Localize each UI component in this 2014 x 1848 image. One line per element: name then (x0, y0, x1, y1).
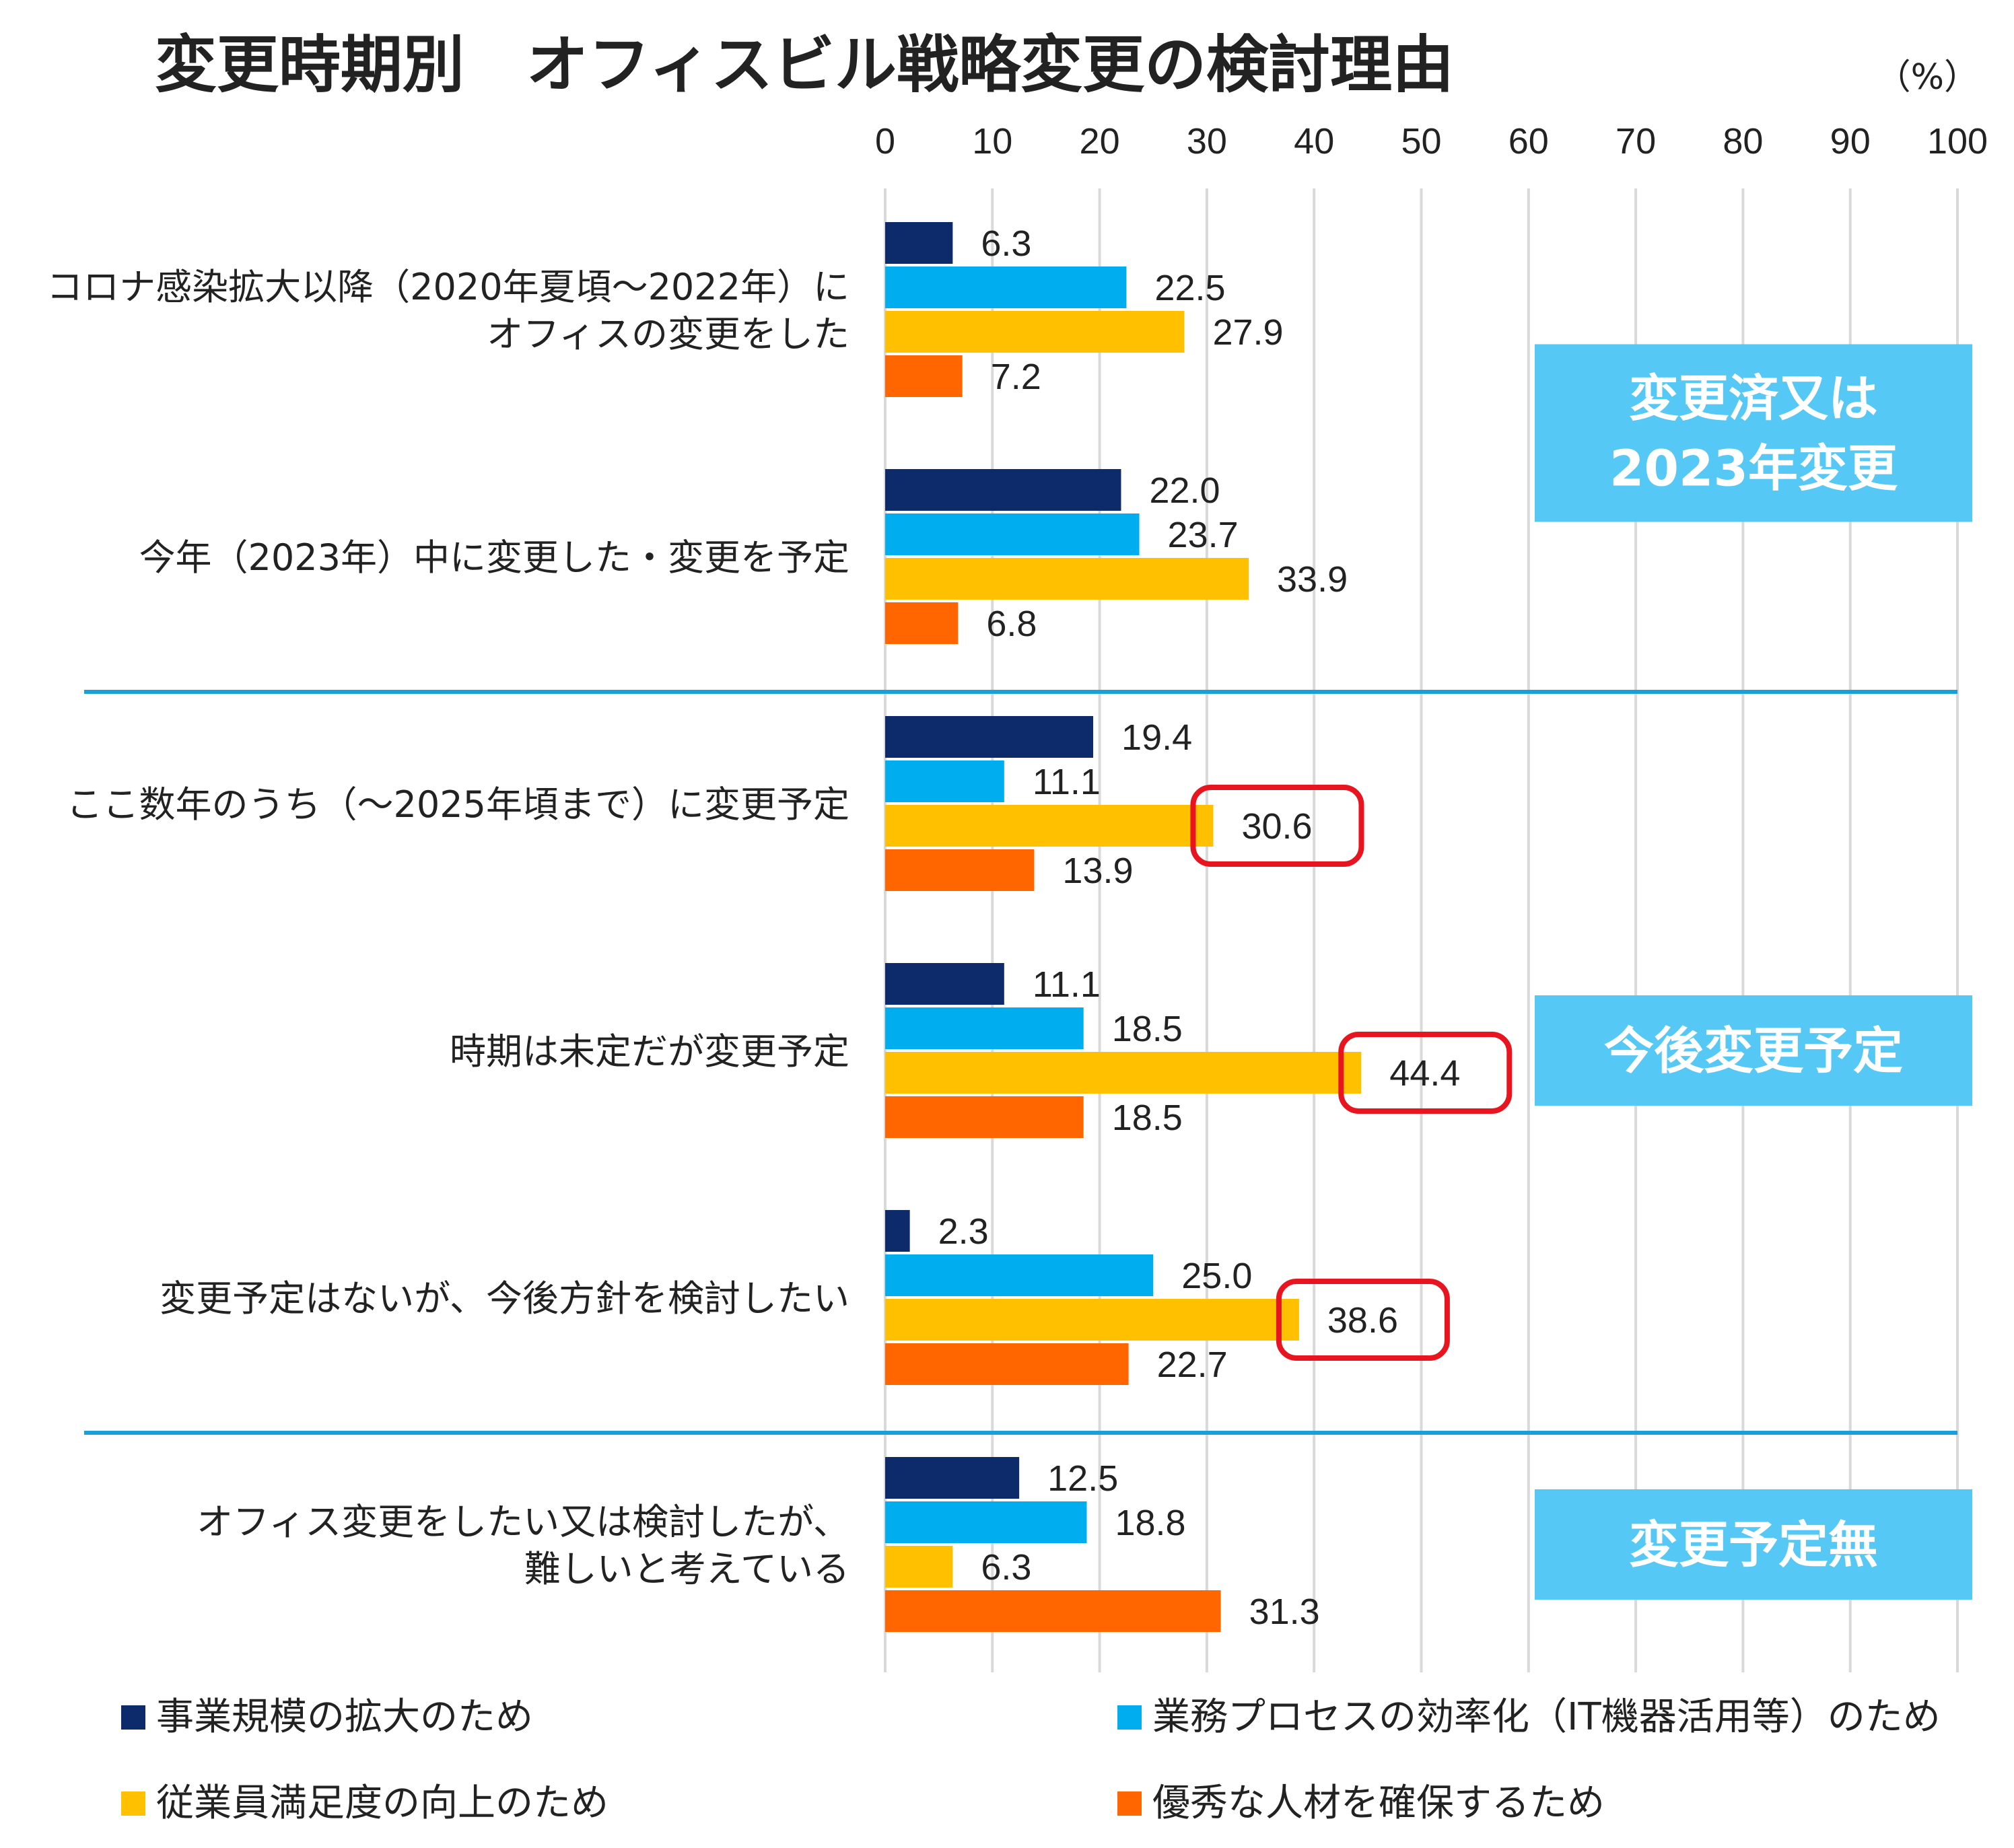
data-label: 44.4 (1389, 1053, 1460, 1094)
data-label: 11.1 (1033, 762, 1101, 802)
x-tick-label: 40 (1294, 121, 1334, 162)
bar (885, 558, 1249, 600)
data-label: 33.9 (1277, 559, 1348, 600)
bar (885, 849, 1035, 891)
x-tick-label: 10 (972, 121, 1012, 162)
category-label: ここ数年のうち（～2025年頃まで）に変更予定 (67, 783, 849, 826)
legend-swatch (1117, 1705, 1142, 1730)
legend-swatch (1117, 1791, 1142, 1816)
data-label: 11.1 (1033, 964, 1101, 1005)
data-label: 2.3 (938, 1211, 989, 1252)
category-label: 難しいと考えている (524, 1548, 849, 1590)
bar (885, 1007, 1084, 1049)
group-separators (84, 690, 1957, 1435)
x-tick-label: 60 (1508, 121, 1549, 162)
group-box-label: 2023年変更 (1609, 440, 1898, 498)
data-label: 31.3 (1249, 1592, 1320, 1632)
category-label: オフィス変更をしたい又は検討したが、 (197, 1501, 849, 1543)
group-box-label: 今後変更予定 (1604, 1022, 1903, 1080)
group-box (1535, 344, 1972, 522)
data-label: 13.9 (1062, 851, 1133, 891)
data-label: 6.8 (986, 604, 1037, 644)
data-label: 6.3 (981, 223, 1031, 264)
bar (885, 760, 1004, 802)
bar (885, 1457, 1020, 1499)
data-label: 27.9 (1212, 312, 1283, 353)
data-label: 18.5 (1112, 1098, 1183, 1138)
group-box-label: 変更予定無 (1629, 1516, 1878, 1574)
group-box (1535, 995, 1972, 1106)
x-tick-label: 80 (1723, 121, 1763, 162)
data-label: 22.5 (1154, 268, 1225, 308)
bar (885, 311, 1185, 353)
data-label: 7.2 (991, 357, 1041, 397)
value-labels: 6.3 22.527.9 7.2 22.023.7 33.9 6.8 19.4 11.1 30.… (938, 223, 1461, 1632)
bars (885, 222, 1362, 1632)
highlight-box (1338, 1032, 1513, 1114)
legend-label: 従業員満足度の向上のため (156, 1781, 609, 1825)
highlight-box (1190, 785, 1364, 867)
category-label: オフィスの変更をした (487, 313, 849, 355)
bar (885, 1299, 1299, 1341)
bar (885, 1343, 1129, 1385)
bar (885, 222, 953, 264)
category-labels: コロナ感染拡大以降（2020年夏頃～2022年）にオフィスの変更をした今年（20… (46, 266, 849, 1590)
unit-label: （%） (1876, 57, 1979, 98)
data-label: 18.8 (1115, 1503, 1185, 1543)
data-label: 25.0 (1181, 1256, 1252, 1296)
data-label: 30.6 (1241, 806, 1312, 847)
x-tick-label: 100 (1927, 121, 1988, 162)
legend-swatch (121, 1791, 145, 1816)
bar (885, 1501, 1087, 1543)
legend: 事業規模の拡大のため 業務プロセスの効率化（IT機器活用等）のため従業員満足度の向… (121, 1695, 1941, 1825)
bar (885, 1096, 1084, 1138)
bar (885, 805, 1214, 847)
x-tick-label: 50 (1401, 121, 1441, 162)
group-box-label: 変更済又は (1629, 370, 1878, 428)
x-tick-label: 0 (875, 121, 895, 162)
bar (885, 1590, 1221, 1632)
bar (885, 1052, 1362, 1094)
bar (885, 1210, 910, 1252)
bar (885, 469, 1121, 511)
x-axis-ticks: 0 10 20 30 40 50 60 70 80 90 100 (875, 121, 1988, 162)
x-tick-label: 30 (1187, 121, 1227, 162)
bar (885, 1254, 1154, 1296)
bar (885, 602, 959, 644)
data-label: 6.3 (981, 1547, 1031, 1588)
legend-label: 優秀な人材を確保するため (1152, 1781, 1605, 1825)
group-box (1535, 1489, 1972, 1600)
data-label: 22.7 (1157, 1345, 1228, 1385)
bar (885, 1546, 953, 1588)
data-label: 18.5 (1112, 1009, 1183, 1049)
highlight-box (1276, 1279, 1450, 1361)
x-tick-label: 20 (1080, 121, 1120, 162)
category-label: 変更予定はないが、今後方針を検討したい (160, 1277, 849, 1320)
bar (885, 513, 1140, 555)
bar (885, 963, 1004, 1005)
category-label: コロナ感染拡大以降（2020年夏頃～2022年）に (46, 266, 849, 308)
data-label: 38.6 (1327, 1300, 1398, 1341)
data-label: 12.5 (1047, 1458, 1118, 1499)
bar (885, 266, 1127, 308)
x-tick-label: 70 (1616, 121, 1656, 162)
bar (885, 716, 1094, 758)
category-label: 時期は未定だが変更予定 (450, 1030, 849, 1073)
data-label: 19.4 (1121, 717, 1192, 758)
category-label: 今年（2023年）中に変更した・変更を予定 (139, 536, 849, 579)
legend-label: 事業規模の拡大のため (156, 1695, 533, 1739)
bar (885, 355, 963, 397)
highlight-boxes (1190, 785, 1513, 1361)
chart-title: 変更時期別 オフィスビル戦略変更の検討理由 (155, 29, 1454, 101)
x-tick-label: 90 (1830, 121, 1871, 162)
legend-label: 業務プロセスの効率化（IT機器活用等）のため (1152, 1695, 1941, 1739)
legend-swatch (121, 1705, 145, 1730)
data-label: 22.0 (1149, 470, 1220, 511)
data-label: 23.7 (1168, 515, 1239, 555)
